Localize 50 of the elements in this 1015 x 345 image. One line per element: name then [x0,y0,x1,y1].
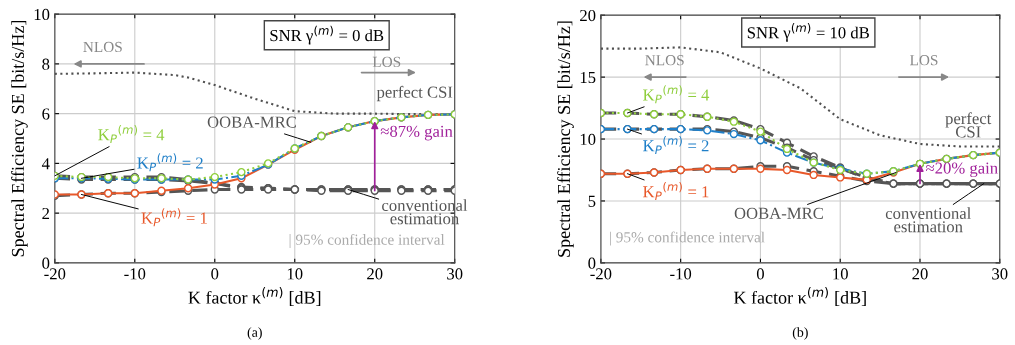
annotation: | 95% confidence interval [289,233,445,248]
x-tick-label: 10 [833,268,848,280]
annotation: SNR γ$^{(m)}$ = 0 dB [270,25,384,45]
y-tick-label: 0 [42,257,50,269]
y-tick-label: 4 [41,158,50,170]
series-label: K$_{P}$$^{(m)}$ = 4 [643,85,710,104]
y-tick-label: 10 [34,8,50,21]
y-tick-label: 2 [42,207,50,219]
annotation: conventional estimation [885,207,971,233]
text: (b) [792,327,808,340]
annotation: | 95% confidence interval [610,231,765,246]
annotation: SNR γ$^{(m)}$ = 10 dB [747,23,869,42]
x-tick-label: 30 [447,268,463,280]
series-label: K$_{P}$$^{(m)}$ = 2 [643,135,709,154]
x-tick-label: -10 [124,268,146,280]
annotation: NLOS [83,41,122,53]
x-tick-label: 30 [992,268,1008,280]
x-tick-label: -10 [670,268,692,280]
annotation: perfect CSI [376,85,453,102]
x-tick-label: 10 [287,268,303,280]
series-label: K$_{P}$$^{(m)}$ = 1 [643,181,709,200]
y-tick-label: 6 [42,108,50,120]
y-tick-label: 15 [580,71,596,84]
y-tick-label: 10 [580,133,596,145]
x-tick-label: 0 [756,268,764,280]
series-label: K$_{P}$$^{(m)}$ = 1 [141,208,207,227]
series-label: K$_{P}$$^{(m)}$ = 4 [98,125,165,143]
annotation: NLOS [645,55,684,66]
y-tick-label: 5 [588,195,596,207]
x-axis-title: K factor κ$^{(m)}$ [dB] [188,287,321,307]
x-tick-label: 0 [211,268,219,280]
annotation: LOS [909,55,938,66]
text: (a) [247,327,262,340]
x-tick-label: -20 [590,268,612,280]
y-tick-label: 0 [588,257,596,269]
annotation: OOBA-MRC [207,116,296,128]
y-tick-label: 20 [580,9,596,22]
x-axis-title: K factor κ$^{(m)}$ [dB] [733,287,866,307]
x-tick-label: 20 [367,268,383,280]
series-label: K$_{P}$$^{(m)}$ = 2 [137,153,203,172]
y-tick-label: 8 [42,58,50,70]
annotation: perfect CSI [945,112,992,138]
annotation: ≈87% gain [380,125,453,141]
x-tick-label: -20 [44,268,66,280]
annotation: OOBA-MRC [734,207,823,219]
y-axis-title: Spectral Efficiency SE [bit/s/Hz] [557,21,574,257]
annotation: LOS [372,56,401,68]
annotation: ≈20% gain [926,162,998,178]
x-tick-label: 20 [912,268,928,280]
y-axis-title: Spectral Efficiency SE [bit/s/Hz] [11,20,28,257]
